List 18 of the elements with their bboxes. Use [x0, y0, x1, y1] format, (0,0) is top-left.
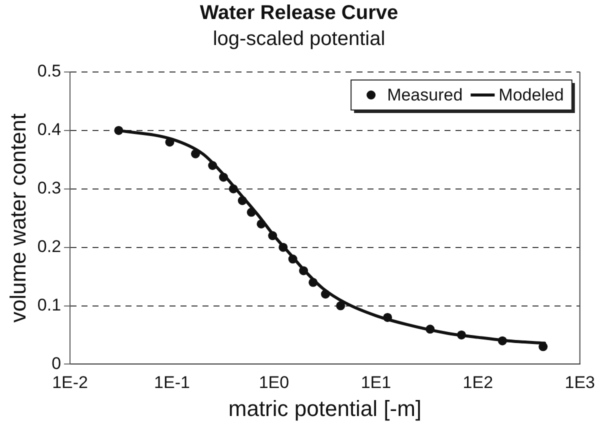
legend-label: Measured [387, 86, 463, 105]
y-tick-label: 0.4 [37, 120, 62, 140]
y-axis-title: volume water content [5, 114, 30, 323]
x-tick-label: 1E-2 [52, 373, 88, 392]
chart-subtitle: log-scaled potential [212, 28, 386, 51]
x-tick-label: 1E3 [564, 373, 595, 392]
y-tick-label: 0.3 [37, 178, 62, 198]
x-tick-label: 1E2 [462, 373, 494, 392]
x-tick-label: 1E1 [360, 373, 392, 392]
x-axis-title: matric potential [-m] [228, 396, 422, 421]
legend-label: Modeled [498, 86, 564, 105]
y-tick-label: 0.1 [37, 295, 62, 314]
chart-title: Water Release Curve [198, 2, 400, 25]
y-tick-label: 0.2 [37, 237, 62, 256]
x-tick-label: 1E0 [258, 373, 290, 392]
y-tick-label: 0.5 [37, 62, 62, 81]
y-tick-label: 0 [52, 354, 62, 373]
x-tick-label: 1E-1 [154, 373, 190, 392]
